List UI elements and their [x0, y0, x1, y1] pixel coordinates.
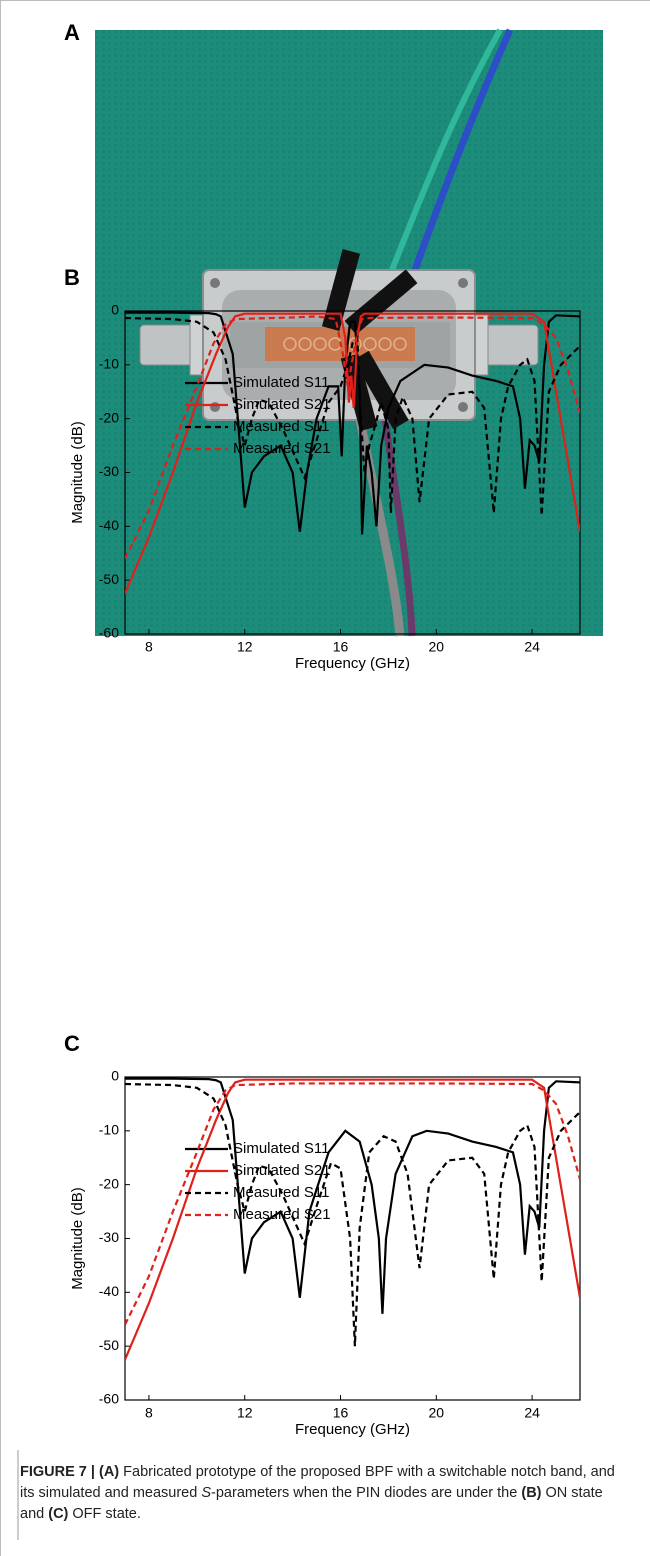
y-tick-label: -30 [99, 463, 119, 479]
data-line [125, 312, 580, 595]
x-tick-label: 20 [429, 639, 445, 655]
legend-label: Measured S11 [233, 1184, 329, 1201]
plot-frame [124, 1076, 581, 1401]
y-tick-label: -30 [99, 1229, 119, 1245]
caption-text: (B) [521, 1485, 542, 1501]
panel-label: B [64, 265, 80, 290]
caption: FIGURE 7 | (A) Fabricated prototype of t… [20, 1462, 630, 1525]
y-tick-label: -50 [99, 571, 119, 587]
y-tick-label: -50 [99, 1337, 119, 1353]
x-tick-label: 24 [524, 1405, 540, 1421]
legend-label: Measured S11 [233, 418, 329, 435]
data-line [125, 1082, 580, 1347]
data-line [125, 316, 580, 516]
y-tick-label: -60 [99, 1391, 119, 1407]
panel-label: C [64, 1031, 80, 1056]
y-axis-title: Magnitude (dB) [69, 421, 86, 524]
y-axis-title: Magnitude (dB) [69, 1187, 86, 1290]
y-tick-label: -40 [99, 517, 119, 533]
data-line [125, 1077, 580, 1314]
x-tick-label: 20 [429, 1405, 445, 1421]
y-tick-label: -10 [99, 356, 119, 372]
caption-text: -parameters when the PIN diodes are unde… [211, 1485, 518, 1501]
x-tick-label: 12 [237, 639, 253, 655]
y-tick-label: -40 [99, 1283, 119, 1299]
legend-label: Simulated S21 [233, 396, 331, 413]
y-tick-label: -10 [99, 1122, 119, 1138]
data-line [125, 1078, 580, 1361]
x-tick-label: 8 [145, 639, 153, 655]
y-tick-label: -60 [99, 625, 119, 641]
legend-label: Simulated S11 [233, 1140, 329, 1157]
legend-label: Simulated S21 [233, 1162, 331, 1179]
caption-text: (C) [48, 1506, 69, 1522]
caption-text: FIGURE 7 | [20, 1464, 95, 1480]
data-line [125, 311, 580, 535]
data-line [125, 1082, 580, 1326]
caption-text: ON state and [20, 1485, 603, 1522]
plot-frame [124, 310, 581, 635]
y-tick-label: -20 [99, 409, 119, 425]
x-tick-label: 16 [333, 1405, 349, 1421]
caption-text: (A) [99, 1464, 120, 1480]
x-axis-title: Frequency (GHz) [295, 1421, 410, 1438]
legend-label: Simulated S11 [233, 374, 329, 391]
y-tick-label: 0 [111, 302, 119, 318]
x-tick-label: 12 [237, 1405, 253, 1421]
caption-text: Fabricated prototype of the proposed BPF… [20, 1464, 615, 1501]
panel-label: A [64, 20, 80, 45]
caption-text: S [201, 1485, 212, 1501]
x-tick-label: 24 [524, 639, 540, 655]
legend-label: Measured S21 [233, 1206, 331, 1223]
data-line [125, 315, 580, 560]
y-tick-label: -20 [99, 1175, 119, 1191]
legend-label: Measured S21 [233, 440, 331, 457]
x-tick-label: 8 [145, 1405, 153, 1421]
x-axis-title: Frequency (GHz) [295, 655, 410, 672]
caption-text: OFF state. [72, 1506, 141, 1522]
y-tick-label: 0 [111, 1068, 119, 1084]
x-tick-label: 16 [333, 639, 349, 655]
